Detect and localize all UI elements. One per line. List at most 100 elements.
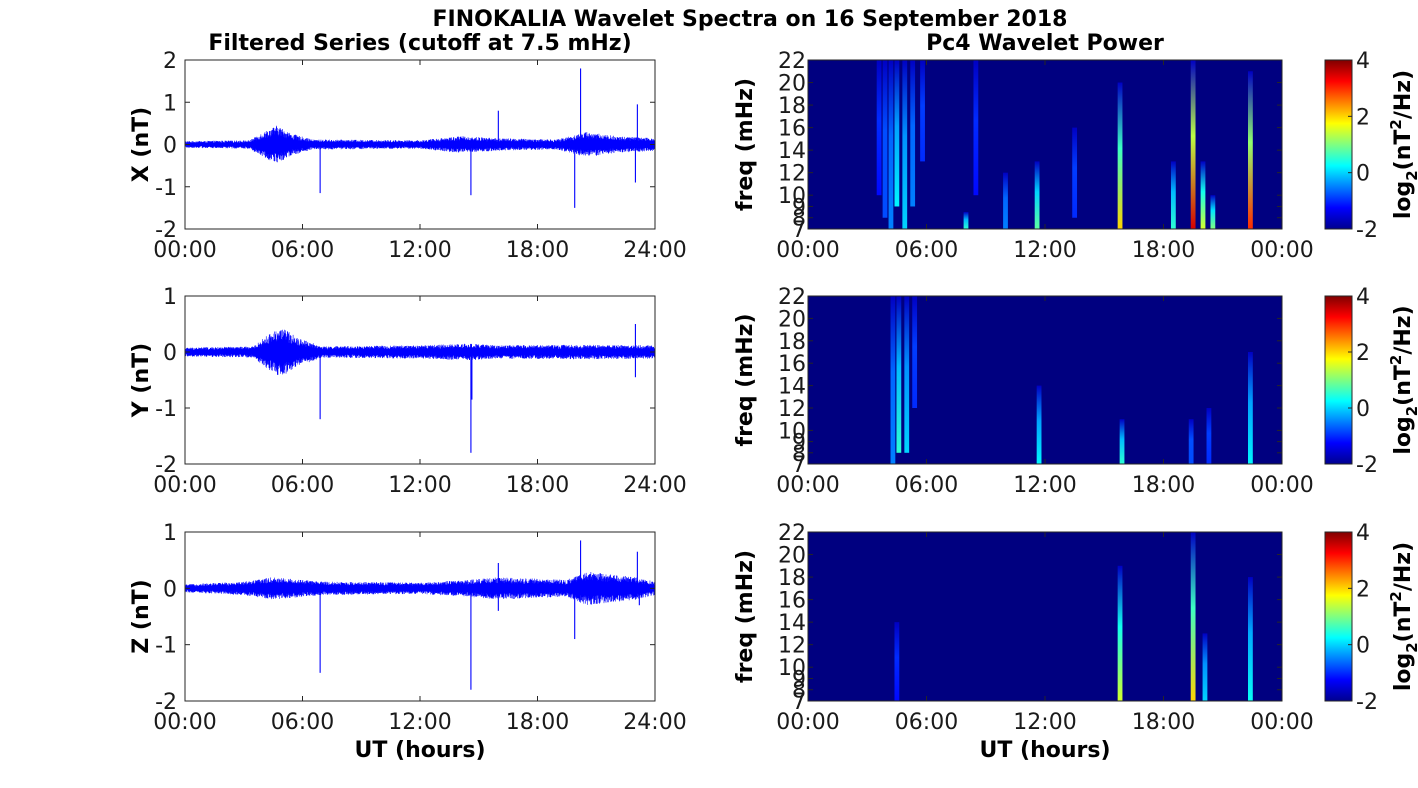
wavelet-y-ridge bbox=[1206, 408, 1212, 464]
wavelet-y-y-tick-label: 14 bbox=[778, 375, 806, 400]
wavelet-y-colorbar-label-part: 2 bbox=[1387, 355, 1405, 365]
wavelet-x-ridge bbox=[963, 212, 969, 229]
wavelet-x-ridge bbox=[888, 60, 894, 229]
ts-z-y-tick-label: -1 bbox=[155, 634, 177, 659]
left-x-axis-label: UT (hours) bbox=[354, 738, 485, 763]
wavelet-z-x-tick-label: 00:00 bbox=[1250, 710, 1313, 735]
ts-z-trace bbox=[184, 572, 656, 605]
wavelet-y-colorbar-label-part: log bbox=[1391, 416, 1416, 454]
wavelet-y-x-tick-label: 18:00 bbox=[1132, 473, 1195, 498]
wavelet-x-y-tick-label: 9 bbox=[792, 195, 806, 220]
wavelet-x-ridge bbox=[876, 60, 882, 196]
wavelet-z-colorbar bbox=[1324, 531, 1353, 702]
wavelet-x-ridge bbox=[1200, 161, 1206, 229]
wavelet-x-ridge bbox=[1072, 127, 1078, 218]
wavelet-y-ridge bbox=[890, 296, 896, 464]
wavelet-z-x-tick-label: 18:00 bbox=[1132, 710, 1195, 735]
wavelet-x-ridge bbox=[910, 60, 916, 207]
ts-z-x-tick-label: 06:00 bbox=[271, 710, 334, 735]
wavelet-z-colorbar-tick-label: 4 bbox=[1356, 521, 1370, 546]
ts-y-y-tick-label: -1 bbox=[155, 397, 177, 422]
wavelet-y-colorbar-tick-label: 0 bbox=[1356, 397, 1370, 422]
wavelet-x-ridge bbox=[1248, 71, 1253, 230]
wavelet-z-ridge bbox=[1190, 532, 1196, 701]
wavelet-x-colorbar-tick-label: 4 bbox=[1356, 49, 1370, 74]
wavelet-y-colorbar-tick-label: 2 bbox=[1356, 341, 1370, 366]
wavelet-z-x-tick-label: 06:00 bbox=[895, 710, 958, 735]
wavelet-y-y-tick-label: 7 bbox=[792, 453, 806, 478]
ts-z-x-tick-label: 24:00 bbox=[623, 710, 686, 735]
wavelet-y-y-tick-label: 20 bbox=[778, 307, 806, 332]
wavelet-x-y-tick-label: 20 bbox=[778, 72, 806, 97]
wavelet-x-ridge bbox=[1170, 161, 1176, 229]
wavelet-x-ridge bbox=[902, 60, 908, 229]
wavelet-x-y-tick-label: 8 bbox=[792, 207, 806, 232]
ts-x-y-tick-label: 2 bbox=[163, 49, 177, 74]
ts-x-x-tick-label: 00:00 bbox=[153, 238, 216, 263]
wavelet-x-y-tick-label: 14 bbox=[778, 139, 806, 164]
wavelet-y-ridge bbox=[1188, 419, 1194, 464]
wavelet-y-y-tick-label: 16 bbox=[778, 352, 806, 377]
wavelet-z-colorbar-label-part: (nT bbox=[1391, 602, 1416, 643]
ts-z-y-axis-label: Z (nT) bbox=[129, 579, 154, 653]
wavelet-x-colorbar-label-part: log bbox=[1391, 181, 1416, 219]
wavelet-y-y-tick-label: 8 bbox=[792, 442, 806, 467]
wavelet-y-background bbox=[808, 296, 1282, 464]
wavelet-z-y-tick-label: 20 bbox=[778, 544, 806, 569]
wavelet-z-colorbar-label-part: /Hz) bbox=[1391, 542, 1416, 591]
wavelet-z-y-tick-label: 10 bbox=[778, 656, 806, 681]
wavelet-z-y-axis-label: freq (mHz) bbox=[733, 550, 758, 683]
wavelet-z-y-tick-label: 16 bbox=[778, 589, 806, 614]
wavelet-z-colorbar-tick-label: 0 bbox=[1356, 634, 1370, 659]
wavelet-z-colorbar-label: log2(nT2/Hz) bbox=[1387, 542, 1418, 691]
wavelet-x-ridge bbox=[1190, 60, 1196, 229]
ts-y-axes bbox=[184, 295, 656, 465]
wavelet-y-colorbar-label: log2(nT2/Hz) bbox=[1387, 305, 1418, 454]
ts-y-y-tick-label: -2 bbox=[155, 453, 177, 478]
ts-y-x-tick-label: 00:00 bbox=[153, 473, 216, 498]
wavelet-z-ridge bbox=[1202, 633, 1208, 701]
wavelet-z-colorbar-tick-label: -2 bbox=[1356, 690, 1378, 715]
wavelet-y-colorbar-label-part: /Hz) bbox=[1391, 305, 1416, 354]
wavelet-x-y-tick-label: 16 bbox=[778, 117, 806, 142]
ts-y-x-tick-label: 24:00 bbox=[623, 473, 686, 498]
wavelet-y-ridge bbox=[1119, 419, 1125, 464]
figure-title: FINOKALIA Wavelet Spectra on 16 Septembe… bbox=[433, 7, 1068, 32]
wavelet-x-x-tick-label: 18:00 bbox=[1132, 238, 1195, 263]
ts-x-x-tick-label: 06:00 bbox=[271, 238, 334, 263]
ts-x-y-axis-label: X (nT) bbox=[129, 107, 154, 182]
ts-y-x-tick-label: 18:00 bbox=[506, 473, 569, 498]
wavelet-x-y-tick-label: 22 bbox=[778, 49, 806, 74]
wavelet-z-ridge bbox=[894, 622, 900, 701]
wavelet-x-y-tick-label: 7 bbox=[792, 218, 806, 243]
wavelet-y-y-tick-label: 18 bbox=[778, 330, 806, 355]
wavelet-x-colorbar-label-part: 2 bbox=[1387, 119, 1405, 129]
wavelet-z-ridge bbox=[1248, 577, 1253, 701]
wavelet-x-colorbar-label-part: (nT bbox=[1391, 130, 1416, 171]
wavelet-x-y-tick-label: 12 bbox=[778, 162, 806, 187]
wavelet-x-x-tick-label: 00:00 bbox=[776, 238, 839, 263]
wavelet-x-colorbar-tick-label: 2 bbox=[1356, 105, 1370, 130]
wavelet-z-y-tick-label: 8 bbox=[792, 679, 806, 704]
wavelet-y-colorbar-tick-label: 4 bbox=[1356, 285, 1370, 310]
wavelet-x-ridge bbox=[973, 60, 979, 196]
ts-z-y-tick-label: 0 bbox=[163, 577, 177, 602]
wavelet-z-y-tick-label: 7 bbox=[792, 690, 806, 715]
wavelet-x-colorbar-label: log2(nT2/Hz) bbox=[1387, 70, 1418, 219]
wavelet-y-y-tick-label: 9 bbox=[792, 431, 806, 456]
wavelet-x-y-tick-label: 18 bbox=[778, 94, 806, 119]
ts-y-y-tick-label: 1 bbox=[163, 285, 177, 310]
wavelet-y-colorbar bbox=[1324, 295, 1353, 465]
wavelet-x-y-tick-label: 10 bbox=[778, 184, 806, 209]
wavelet-y-x-tick-label: 12:00 bbox=[1013, 473, 1076, 498]
wavelet-z-y-tick-label: 22 bbox=[778, 521, 806, 546]
ts-x-y-tick-label: 1 bbox=[163, 91, 177, 116]
wavelet-x-colorbar-tick-label: -2 bbox=[1356, 218, 1378, 243]
wavelet-x-colorbar-label-part: 2 bbox=[1403, 170, 1418, 180]
wavelet-z-y-tick-label: 9 bbox=[792, 667, 806, 692]
right-column-title: Pc4 Wavelet Power bbox=[926, 31, 1164, 56]
ts-y-x-tick-label: 12:00 bbox=[388, 473, 451, 498]
wavelet-z-colorbar-label-part: 2 bbox=[1403, 642, 1418, 652]
wavelet-z-y-tick-label: 18 bbox=[778, 566, 806, 591]
wavelet-z-colorbar-label-part: log bbox=[1391, 653, 1416, 691]
